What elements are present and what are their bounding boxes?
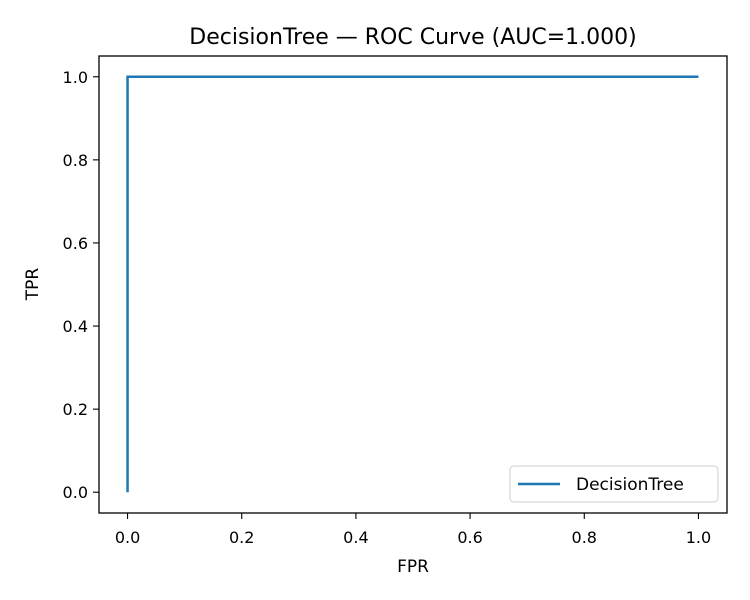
legend: DecisionTree [509, 465, 719, 503]
x-axis-label: FPR [397, 557, 429, 577]
x-tick-label: 0.0 [115, 528, 140, 547]
series-layer [126, 75, 699, 493]
legend-label-decisiontree: DecisionTree [576, 475, 684, 495]
y-tick-label: 0.8 [63, 151, 88, 170]
y-tick-label: 0.6 [63, 234, 88, 253]
plot-area-frame [98, 55, 728, 514]
y-axis-label: TPR [23, 268, 43, 302]
y-tick-label: 0.0 [63, 483, 88, 502]
x-tick-label: 0.6 [457, 528, 482, 547]
y-axis-ticks: 0.0 0.2 0.4 0.6 0.8 1.0 [63, 68, 99, 502]
x-tick-label: 0.4 [343, 528, 368, 547]
x-axis-ticks: 0.0 0.2 0.4 0.6 0.8 1.0 [115, 513, 711, 547]
x-tick-label: 0.8 [572, 528, 597, 547]
x-tick-label: 0.2 [229, 528, 254, 547]
series-line-decisiontree [126, 75, 699, 493]
chart-title: DecisionTree — ROC Curve (AUC=1.000) [189, 25, 636, 50]
legend-box [509, 465, 719, 503]
y-tick-label: 0.4 [63, 317, 88, 336]
x-tick-label: 1.0 [686, 528, 711, 547]
y-tick-label: 0.2 [63, 400, 88, 419]
y-tick-label: 1.0 [63, 68, 88, 87]
